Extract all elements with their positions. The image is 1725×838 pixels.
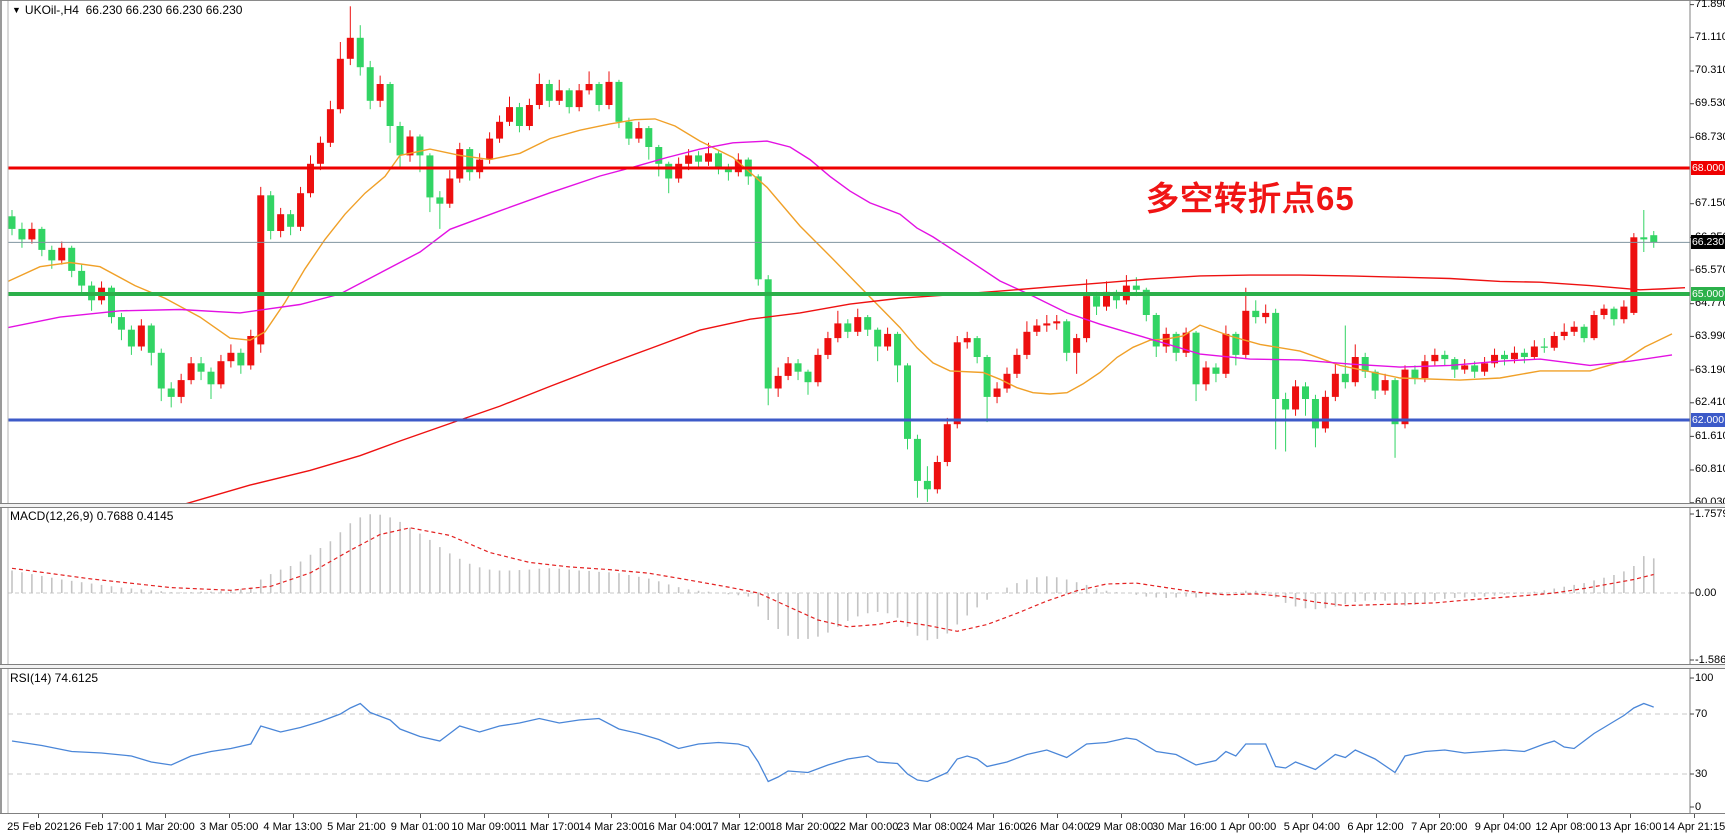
time-axis-label: 7 Apr 20:00 <box>1411 821 1468 833</box>
time-axis-label: 11 Mar 17:00 <box>515 821 580 833</box>
time-axis-label: 18 Mar 20:00 <box>769 821 835 833</box>
time-axis-label: 12 Apr 08:00 <box>1535 821 1598 833</box>
price-axis-label: 71.890 <box>1695 0 1725 11</box>
time-axis-label: 5 Apr 04:00 <box>1283 821 1340 833</box>
time-tick <box>356 814 358 818</box>
time-axis-label: 26 Feb 17:00 <box>69 821 135 833</box>
time-axis-label: 9 Apr 04:00 <box>1474 821 1532 833</box>
price-axis-label: 65.570 <box>1695 263 1725 276</box>
time-axis-label: 10 Mar 09:00 <box>451 821 517 833</box>
time-tick <box>738 814 740 818</box>
time-tick <box>929 814 931 818</box>
price-axis-label: 71.110 <box>1695 30 1725 43</box>
price-axis-label: 67.150 <box>1695 197 1725 210</box>
time-tick <box>547 814 549 818</box>
time-tick <box>483 814 485 818</box>
pane-borders <box>7 1 1694 813</box>
time-tick <box>611 814 613 818</box>
rsi-pane[interactable] <box>8 669 1690 813</box>
time-axis-label: 6 Apr 12:00 <box>1347 821 1404 833</box>
time-tick <box>1311 814 1313 818</box>
time-axis-label: 25 Feb 2021 <box>7 821 69 833</box>
symbol-dropdown-icon: ▼ <box>12 5 21 15</box>
price-axis-label: 60.810 <box>1695 463 1725 476</box>
price-axis-label: 69.530 <box>1695 97 1725 110</box>
price-level-badge: 65.000 <box>1691 287 1725 301</box>
price-axis-label: 63.190 <box>1695 363 1725 376</box>
time-tick <box>674 814 676 818</box>
time-tick <box>1248 814 1250 818</box>
time-tick <box>1057 814 1059 818</box>
price-axis-label: 62.410 <box>1695 396 1725 409</box>
time-axis-label: 24 Mar 16:00 <box>960 821 1026 833</box>
price-level-badge: 68.000 <box>1691 161 1725 175</box>
time-axis-label: 4 Mar 13:00 <box>263 821 323 833</box>
rsi-axis-label: 0 <box>1695 800 1702 813</box>
pane-separator[interactable] <box>0 503 1725 508</box>
time-axis-label: 16 Mar 04:00 <box>642 821 708 833</box>
time-tick <box>292 814 294 818</box>
price-axis-label: 68.730 <box>1695 130 1725 143</box>
current-price-badge: 66.230 <box>1691 235 1725 250</box>
rsi-axis-label: 70 <box>1695 707 1708 720</box>
time-tick <box>1566 814 1568 818</box>
price-axis-label: 70.310 <box>1695 64 1725 77</box>
time-axis-label: 5 Mar 21:00 <box>327 821 386 833</box>
time-axis-label: 26 Mar 04:00 <box>1024 821 1090 833</box>
rsi-pane-graphics <box>8 702 1690 783</box>
time-axis-label: 22 Mar 00:00 <box>833 821 899 833</box>
time-axis-label: 17 Mar 12:00 <box>706 821 772 833</box>
time-tick <box>1120 814 1122 818</box>
price-pane-graphics <box>8 6 1690 503</box>
time-axis-label: 30 Mar 16:00 <box>1152 821 1217 833</box>
price-axis-label: 63.990 <box>1695 329 1725 342</box>
time-tick <box>229 814 231 818</box>
time-tick <box>165 814 167 818</box>
rsi-axis-label: 100 <box>1695 671 1714 684</box>
time-tick <box>38 814 39 818</box>
chart-title-bar: ▼ UKOil-,H4 66.230 66.230 66.230 66.230 <box>12 3 242 17</box>
price-level-badge: 62.000 <box>1691 413 1725 427</box>
macd-pane-graphics <box>8 514 1690 641</box>
time-axis-label: 29 Mar 08:00 <box>1088 821 1154 833</box>
time-axis-label: 14 Mar 23:00 <box>578 821 644 833</box>
time-tick <box>866 814 867 818</box>
time-axis-label: 1 Mar 20:00 <box>136 821 195 833</box>
macd-axis-label: 0.00 <box>1695 586 1717 599</box>
time-tick <box>802 814 804 818</box>
time-axis-label: 1 Apr 00:00 <box>1220 821 1277 833</box>
price-axis-label: 61.610 <box>1695 429 1725 442</box>
time-axis-label: 14 Apr 21:15 <box>1662 821 1725 833</box>
macd-axis-label: -1.5867 <box>1695 653 1725 666</box>
time-axis[interactable]: 25 Feb 2021 26 Feb 17:00 1 Mar 20:00 3 Mar … <box>0 813 1725 838</box>
time-tick <box>101 814 103 818</box>
annotation-text: 多空转折点65 <box>1146 180 1355 217</box>
candles <box>8 6 1658 502</box>
time-tick <box>420 814 422 818</box>
time-tick <box>1502 814 1504 818</box>
price-pane[interactable] <box>8 1 1690 503</box>
chart-title: UKOil-,H4 66.230 66.230 66.230 66.230 <box>24 3 243 17</box>
time-tick <box>1694 814 1695 818</box>
time-tick <box>1439 814 1441 818</box>
macd-label: MACD(12,26,9) 0.7688 0.4145 <box>10 509 174 523</box>
time-axis-label: 13 Apr 16:00 <box>1599 821 1662 833</box>
macd-axis-label: 1.7579 <box>1695 507 1725 520</box>
macd-pane[interactable] <box>8 508 1690 664</box>
time-axis-label: 9 Mar 01:00 <box>390 821 450 833</box>
rsi-label: RSI(14) 74.6125 <box>10 671 99 685</box>
pane-separator[interactable] <box>0 664 1725 669</box>
time-axis-label: 3 Mar 05:00 <box>199 821 259 833</box>
time-tick <box>1375 814 1377 818</box>
time-tick <box>1184 814 1186 818</box>
rsi-axis-label: 30 <box>1695 767 1708 780</box>
time-tick <box>1630 814 1632 818</box>
time-tick <box>993 814 995 818</box>
time-axis-label: 23 Mar 08:00 <box>897 821 963 833</box>
